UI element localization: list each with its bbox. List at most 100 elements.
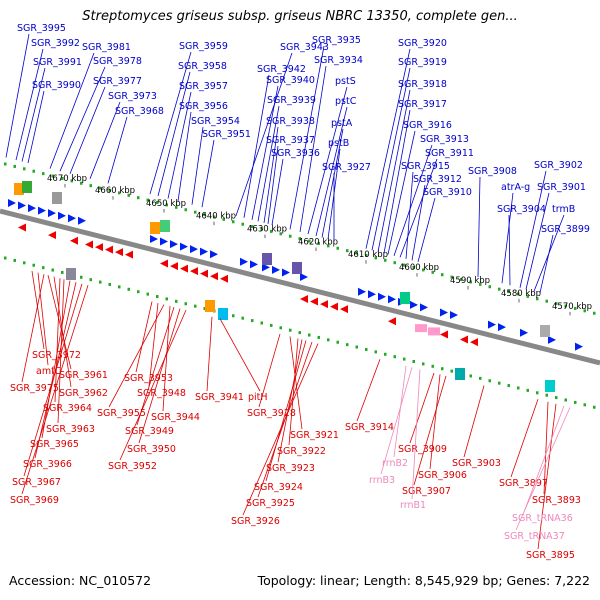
gene-label: pstB	[328, 138, 349, 149]
tick-dot	[156, 295, 159, 299]
gene-label: SGR_3955	[97, 408, 146, 419]
leader-line	[288, 338, 299, 446]
tick-dot	[298, 237, 301, 241]
leader-line	[219, 318, 261, 392]
scale-label: 4600 kbp	[399, 263, 439, 273]
gene-label: SGR_3893	[532, 495, 581, 506]
leader-line	[191, 126, 204, 205]
tick-dot	[13, 164, 16, 168]
leader-line	[47, 275, 72, 370]
forward-gene-arrow	[282, 268, 290, 277]
gene-label: SGR_3919	[398, 57, 447, 68]
tick-dot	[270, 229, 273, 233]
upper-gene-labels: SGR_3995 SGR_3992 SGR_3991 SGR_3990 SGR_3981…	[5, 23, 590, 293]
tick-dot	[222, 217, 225, 221]
reverse-gene-arrow	[125, 250, 133, 259]
leader-line	[271, 158, 284, 225]
gene-label: SGR_3992	[31, 38, 80, 49]
leader-line	[393, 365, 407, 458]
tick-dot	[4, 162, 7, 166]
gene-label: SGR_3897	[499, 478, 548, 489]
feature-box	[160, 220, 170, 232]
gene-label: SGR_3920	[398, 38, 447, 49]
forward-gene-arrow	[388, 295, 396, 304]
tick-dot	[51, 174, 54, 178]
forward-gene-arrow	[450, 311, 458, 319]
tick-dot	[23, 261, 26, 265]
scale-label: 4670 kbp	[47, 174, 87, 184]
gene-label: SGR_3904	[497, 204, 546, 215]
feature-box	[292, 262, 302, 274]
feature-box	[14, 183, 24, 195]
gene-label: SGR_3902	[534, 160, 583, 171]
gene-label: SGR_3917	[398, 99, 447, 110]
tick-dot	[403, 263, 406, 267]
tick-dot	[593, 311, 596, 315]
leader-line	[23, 283, 83, 477]
gene-label: SGR_3942	[257, 64, 306, 75]
tick-dot	[574, 400, 577, 404]
leader-line	[265, 340, 307, 482]
tick-dot	[175, 205, 178, 209]
feature-box	[545, 380, 555, 392]
leader-line	[5, 33, 30, 158]
leader-line	[267, 145, 279, 224]
gene-label: SGR_3941	[195, 392, 244, 403]
tick-dot	[526, 294, 529, 298]
gene-label: pstS	[335, 76, 356, 87]
leader-line	[148, 302, 159, 388]
tick-dot	[374, 256, 377, 260]
reverse-gene-arrow	[85, 240, 93, 249]
tick-dot	[108, 188, 111, 192]
reverse-gene-arrow	[18, 223, 26, 232]
tick-dot	[108, 282, 111, 286]
tick-dot	[175, 299, 178, 303]
tick-dot	[422, 268, 425, 272]
gene-label: atrA-g	[501, 182, 530, 193]
reverse-gene-arrow	[115, 248, 123, 257]
leader-line	[21, 274, 45, 383]
forward-gene-arrow	[250, 260, 258, 269]
reverse-gene-arrow	[220, 274, 228, 283]
gene-label: rrnB3	[369, 475, 395, 486]
tick-dot	[146, 292, 149, 296]
tick-dot	[137, 290, 140, 294]
tick-dot	[80, 275, 83, 279]
feature-box	[218, 308, 228, 320]
tick-dot	[241, 222, 244, 226]
reverse-gene-arrow	[180, 264, 188, 273]
leader-line	[307, 86, 348, 235]
gene-label: SGR_3959	[179, 41, 228, 52]
leader-line	[107, 116, 128, 184]
tick-dot	[298, 331, 301, 335]
gene-label: SGR_3963	[46, 424, 95, 435]
reverse-gene-arrow	[48, 231, 56, 240]
gene-label: SGR_3948	[137, 388, 186, 399]
leader-line	[119, 309, 187, 461]
tick-dot	[194, 304, 197, 308]
tick-dot	[593, 405, 596, 409]
forward-gene-arrow	[68, 214, 76, 223]
tick-dot	[564, 398, 567, 402]
feature-box	[150, 222, 160, 234]
tick-dot	[365, 253, 368, 257]
forward-gene-arrow	[210, 250, 218, 259]
scale-label: 4570 kbp	[552, 302, 592, 312]
gene-label: SGR_3968	[115, 106, 164, 117]
tick-dot	[4, 256, 7, 260]
tick-dot	[42, 266, 45, 270]
gene-label: SGR_3964	[43, 403, 92, 414]
tick-dot	[574, 306, 577, 310]
tick-dot	[526, 388, 529, 392]
gene-label: SGR_3966	[23, 459, 72, 470]
leader-line	[429, 374, 441, 470]
tick-dot	[213, 215, 216, 219]
leader-line	[69, 86, 106, 174]
gene-label: pitH	[248, 392, 268, 403]
tick-dot	[355, 251, 358, 255]
gene-label: SGR_3912	[413, 174, 462, 185]
tick-dot	[70, 179, 73, 183]
reverse-gene-arrow	[160, 259, 168, 268]
forward-gene-arrow	[48, 209, 56, 218]
